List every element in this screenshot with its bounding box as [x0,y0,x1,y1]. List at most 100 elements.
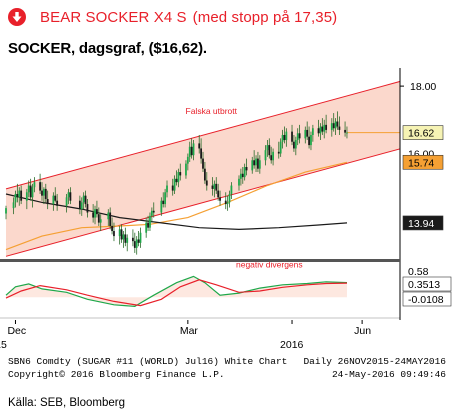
candle-body [291,131,293,142]
candle [150,207,153,223]
candle [139,227,142,248]
candle-body [336,121,339,127]
candle [241,167,244,184]
candle [294,136,297,156]
candle-body [147,222,149,228]
candle-body [14,193,17,203]
x-tick-label: Dec [7,325,26,337]
candle-body [272,151,274,161]
candle [319,123,322,141]
candle-body [54,195,57,201]
candle-body [139,232,142,243]
candle [78,195,81,215]
candle-body [330,123,333,130]
candle-body [65,197,68,206]
indicator-label-text: 0.3513 [408,279,440,291]
candle-body [42,188,45,196]
candle-body [41,190,43,196]
candle [325,114,328,134]
price-label-16-62: 16.62 [402,125,444,140]
candle-body [219,197,221,201]
annotation-falska-utbrott: Falska utbrott [186,106,238,116]
candle [213,180,216,198]
candle [132,229,134,247]
candle-body [245,167,248,171]
price-label-box [402,125,444,140]
candle [175,170,178,186]
candle [46,190,49,210]
candle-body [285,131,288,141]
candle-body [177,172,180,183]
candle [285,128,288,147]
candle-body [323,124,326,132]
x-tick-label: Mar [180,325,199,337]
candle [162,192,165,208]
candle-body [332,123,335,129]
indicator-label-1: 0.3513 [402,276,452,292]
candle [171,178,174,196]
candle [44,183,47,203]
candle-body [67,192,70,198]
candle-body [213,183,216,189]
candle [16,183,19,203]
candle [308,126,310,149]
candle-body [25,192,28,201]
candle-body [217,190,220,198]
candle [255,155,257,173]
candle-body [56,200,59,206]
footer-timestamp: 24-May-2016 09:49:46 [332,369,446,380]
candle [346,126,348,139]
candle-body [257,158,259,169]
candle [277,141,280,159]
candle [296,128,299,146]
candle [118,225,121,245]
candle-body [338,126,341,130]
candle [65,193,68,213]
candle [293,134,295,152]
candle-body [334,121,337,129]
candle-body [20,190,23,201]
bloomberg-footer: SBN6 Comdty (SUGAR #11 (WORLD) Jul16) Wh… [8,356,446,380]
candle-body [190,146,193,156]
candle-body [293,141,295,149]
candle-body [84,195,87,205]
candle-body [205,180,208,186]
candle-body [137,239,140,243]
candle [224,192,227,210]
candle [243,163,246,181]
candle-body [179,172,182,176]
indicator-shading [6,276,347,307]
candle-body [215,183,218,191]
candle-body [133,241,136,248]
channel-upper-line [5,80,400,190]
candle-body [192,143,195,156]
candle [166,180,168,198]
candle [253,150,256,169]
candle [5,205,7,220]
candle [298,124,301,144]
candle-body [202,158,204,169]
candle [99,214,102,232]
price-label-13-94: 13.94 [402,215,444,231]
candle-body [80,202,83,210]
candle [330,118,333,137]
candle [124,227,127,247]
candle [306,121,309,141]
moving-average-orange [5,161,348,251]
candle [186,153,189,171]
candle [33,177,36,193]
candle-body [173,178,176,191]
candle-body [279,141,282,154]
candle-body [310,134,312,146]
candle-body [304,129,307,139]
price-plot-area [5,80,400,257]
candle-body [18,190,21,198]
candle [323,119,326,139]
candle-body [344,129,346,133]
candle-body [266,145,269,151]
candle-body [46,199,49,205]
candle [230,182,233,200]
candle-body [145,222,148,233]
candle [25,188,28,210]
candle [344,121,346,137]
